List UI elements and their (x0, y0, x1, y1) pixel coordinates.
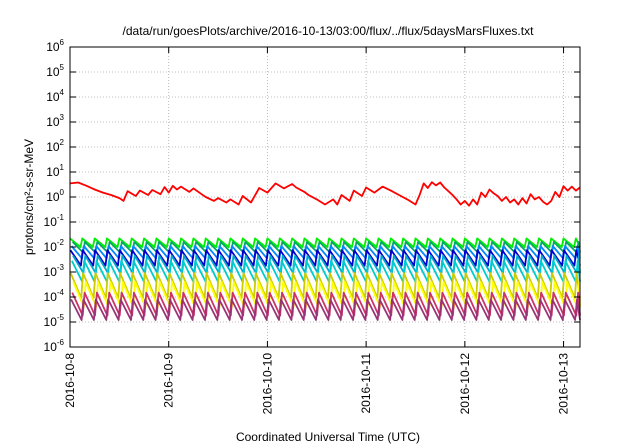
x-axis-ticks: 2016-10-8 2016-10-9 2016-10-10 2016-10-11 20… (63, 47, 571, 414)
y-tick-exponent: 5 (60, 63, 65, 72)
y-tick-exponent: -6 (57, 338, 65, 347)
y-tick-label: 105 (46, 63, 64, 79)
x-tick-label: 2016-10-8 (63, 353, 77, 408)
y-axis-ticks: 10-610-510-410-310-210-11001011021031041… (44, 38, 580, 354)
y-tick-label: 100 (46, 188, 64, 204)
y-tick-label: 106 (46, 38, 64, 54)
y-tick-exponent: 1 (60, 163, 65, 172)
x-tick-label: 2016-10-9 (162, 353, 176, 408)
y-tick-label: 10-2 (44, 238, 65, 254)
y-tick-exponent: 0 (60, 188, 65, 197)
sawtooth-series-line (70, 298, 581, 321)
x-tick-label: 2016-10-11 (359, 353, 373, 414)
x-tick-label: 2016-10-13 (557, 353, 571, 415)
y-tick-exponent: 3 (60, 113, 65, 122)
y-tick-exponent: -2 (57, 238, 65, 247)
y-tick-exponent: -3 (57, 263, 65, 272)
y-tick-label: 10-5 (44, 313, 65, 329)
chart-title: /data/run/goesPlots/archive/2016-10-13/0… (123, 24, 535, 38)
y-tick-exponent: -4 (57, 288, 65, 297)
y-tick-label: 10-6 (44, 338, 65, 354)
sawtooth-series-line (69, 272, 581, 300)
y-tick-label: 10-3 (44, 263, 65, 279)
y-tick-exponent: -1 (57, 213, 65, 222)
y-tick-label: 10-4 (44, 288, 65, 304)
sawtooth-series-line (69, 237, 581, 248)
flux-series-line (69, 181, 581, 207)
sawtooth-series-line (69, 249, 581, 267)
y-tick-label: 101 (46, 163, 64, 179)
y-tick-label: 103 (46, 113, 64, 129)
y-tick-label: 10-1 (44, 213, 65, 229)
y-tick-exponent: 2 (60, 138, 65, 147)
x-axis-label: Coordinated Universal Time (UTC) (236, 430, 420, 444)
y-tick-exponent: 4 (60, 88, 65, 97)
series-group (69, 181, 581, 321)
y-axis-label: protons/cm²-s-sr-MeV (22, 139, 36, 255)
y-tick-exponent: -5 (57, 313, 65, 322)
y-tick-label: 102 (46, 138, 64, 154)
x-tick-label: 2016-10-12 (458, 353, 472, 415)
x-tick-label: 2016-10-10 (260, 353, 274, 415)
y-tick-exponent: 6 (60, 38, 65, 47)
y-tick-label: 104 (46, 88, 64, 104)
